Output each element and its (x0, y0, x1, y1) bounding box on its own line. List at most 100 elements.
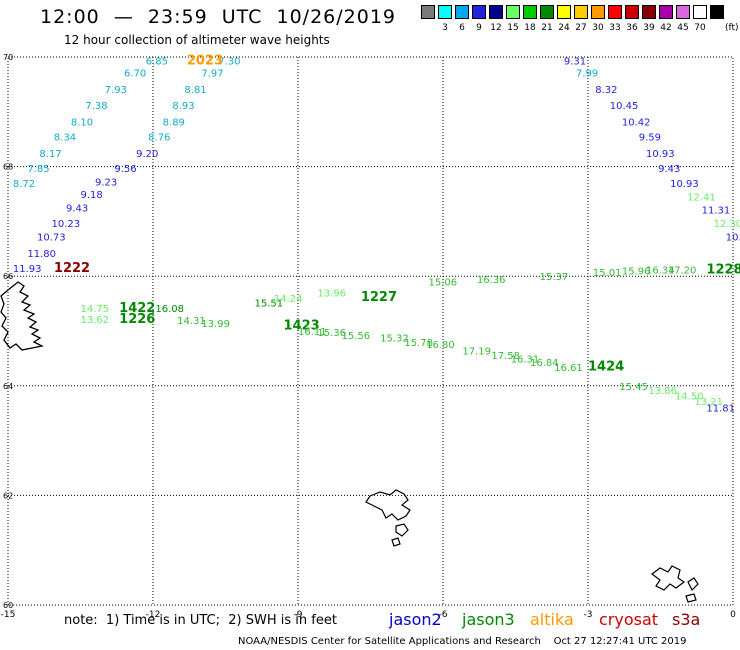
swh-value-label: 15.56 (342, 331, 371, 342)
swh-value-label: 14.31 (177, 316, 206, 327)
swh-value-label: 9.23 (95, 177, 117, 188)
axis-labels: 70 68 66 64 62 60-15 -12 -9 -6 -3 0 (1, 53, 736, 620)
swh-value-label: 10.73 (37, 233, 66, 244)
lat-lon-grid (7, 56, 734, 606)
legend-swatch (642, 5, 656, 19)
swh-value-label: 14.75 (81, 304, 110, 315)
legend-swatch (557, 5, 571, 19)
swh-value-label: 13.96 (317, 289, 346, 300)
swh-value-label: 7.30 (218, 56, 240, 67)
legend-tick-label: 45 (677, 23, 689, 33)
swh-value-label: 16.31 (511, 354, 540, 365)
swh-value-label: 16.11 (298, 327, 327, 338)
swh-value-label: 9.59 (639, 132, 661, 143)
swh-value-label: 12.30 (714, 219, 740, 230)
mission-altika: altika (530, 610, 574, 629)
swh-value-label: 15.36 (317, 328, 346, 339)
legend-tick-label: 39 (643, 23, 655, 33)
swh-value-label: 9.56 (114, 164, 136, 175)
legend-swatch (523, 5, 537, 19)
latitude-label: 66 (3, 272, 13, 281)
legend-swatch (506, 5, 520, 19)
swh-value-label: 10.93 (646, 149, 675, 160)
latitude-label: 60 (3, 601, 13, 610)
swh-value-label: 10.23 (52, 219, 81, 230)
legend-tick-label: 30 (592, 23, 604, 33)
pass-time-label: 1228 (706, 263, 740, 278)
swh-value-label: 10.42 (622, 118, 651, 129)
swh-value-label: 15.32 (380, 334, 409, 345)
swh-value-label: 7.85 (27, 164, 49, 175)
legend-swatch (659, 5, 673, 19)
legend-swatch (710, 5, 724, 19)
mission-jason2: jason2 (389, 610, 442, 629)
swh-value-label: 16.08 (155, 304, 184, 315)
footnote: note: 1) Time is in UTC; 2) SWH is in fe… (64, 613, 337, 628)
page-title: 12:00 — 23:59 UTC 10/26/2019 (40, 6, 397, 28)
swh-value-label: 9.31 (564, 56, 586, 67)
swh-value-label: 8.10 (71, 118, 93, 129)
legend-swatch (421, 5, 435, 19)
legend-tick-label: 33 (609, 23, 621, 33)
legend-tick-label: 9 (476, 23, 482, 33)
legend-unit-label: (ft) (725, 23, 739, 33)
latitude-label: 62 (3, 491, 13, 500)
legend-tick-label: 24 (558, 23, 570, 33)
mission-cryosat: cryosat (599, 610, 659, 629)
shetland-islands (651, 565, 699, 603)
swh-value-label: 6.85 (146, 56, 168, 67)
legend-swatch (438, 5, 452, 19)
swh-value-label: 17.58 (491, 351, 520, 362)
swh-value-label: 14.24 (274, 294, 303, 305)
legend-swatch (472, 5, 486, 19)
legend-swatch (693, 5, 707, 19)
swh-value-label: 13.99 (201, 319, 230, 330)
legend-tick-label: 6 (459, 23, 465, 33)
swh-value-label: 7.38 (85, 101, 107, 112)
legend-tick-label: 42 (660, 23, 672, 33)
iceland-east-coast (0, 281, 44, 351)
swh-value-label: 13.21 (694, 397, 723, 408)
latitude-label: 70 (3, 53, 13, 62)
swh-value-label: 9.20 (136, 149, 158, 160)
swh-value-label: 11.93 (13, 264, 42, 275)
pass-time-label: 1222 (54, 261, 90, 276)
legend-swatch (489, 5, 503, 19)
faroe-islands (365, 489, 411, 547)
swh-value-label: 10. (726, 233, 740, 244)
swh-value-label: 10.93 (670, 179, 699, 190)
legend-swatch (574, 5, 588, 19)
swh-value-label: 9.43 (658, 164, 680, 175)
longitude-label: -15 (1, 610, 16, 620)
swh-value-label: 8.81 (184, 85, 206, 96)
mission-jason3: jason3 (462, 610, 515, 629)
legend-tick-label: 21 (541, 23, 553, 33)
legend-swatch (676, 5, 690, 19)
legend-tick-label: 27 (575, 23, 587, 33)
swh-value-label: 7.93 (105, 85, 127, 96)
swh-value-label: 16.61 (554, 363, 583, 374)
swh-value-label: 7.99 (576, 68, 598, 79)
swh-value-label: 15.78 (404, 338, 433, 349)
pass-time-label: 1226 (119, 312, 155, 327)
swh-value-label: 6.70 (124, 68, 146, 79)
swh-value-label: 13.62 (81, 315, 110, 326)
swh-value-label: 11.31 (702, 205, 731, 216)
longitude-label: -12 (146, 610, 161, 620)
swh-value-label: 9.43 (66, 204, 88, 215)
latitude-label: 68 (3, 163, 13, 172)
pass-time-label: 1227 (361, 290, 397, 305)
swh-value-label: 16.80 (426, 340, 455, 351)
longitude-label: 0 (730, 610, 736, 620)
legend-tick-label: 3 (442, 23, 448, 33)
legend-tick-label: 70 (694, 23, 706, 33)
pass-time-label: 1422 (119, 301, 155, 316)
landmasses (0, 281, 699, 603)
swh-value-label: 12.41 (687, 193, 716, 204)
pass-time-label: 1423 (284, 319, 320, 334)
legend-tick-label: 15 (507, 23, 519, 33)
swh-value-label: 13.86 (648, 386, 677, 397)
swh-value-label: 11.81 (706, 404, 735, 415)
pass-time-label: 2023 (187, 53, 223, 68)
